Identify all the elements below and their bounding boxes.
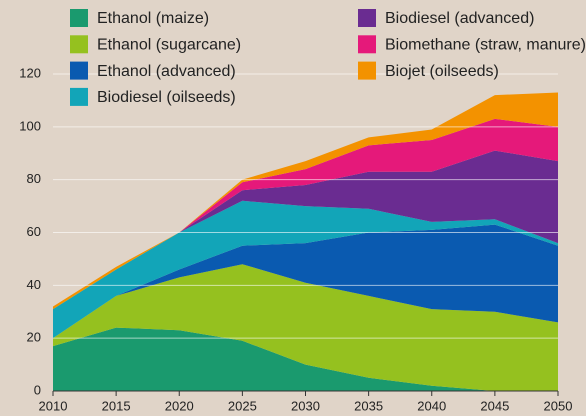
x-tick-label: 2030 [291, 398, 320, 413]
legend-swatch [70, 87, 88, 106]
x-tick-label: 2040 [417, 398, 446, 413]
y-tick-label: 40 [27, 277, 41, 292]
legend-swatch [70, 35, 88, 54]
legend-swatch [70, 61, 88, 80]
legend-swatch [70, 9, 88, 27]
legend-label: Ethanol (advanced) [97, 63, 236, 80]
x-tick-label: 2010 [39, 398, 68, 413]
legend-swatch [358, 61, 376, 80]
legend-swatch [358, 35, 376, 54]
legend-label: Biojet (oilseeds) [385, 63, 499, 80]
x-tick-label: 2035 [354, 398, 383, 413]
y-tick-label: 0 [34, 382, 41, 397]
legend-label: Biomethane (straw, manure) [385, 37, 586, 54]
legend-label: Biodiesel (oilseeds) [97, 89, 236, 106]
y-tick-label: 120 [19, 65, 41, 80]
y-tick-label: 80 [27, 171, 41, 186]
x-tick-label: 2050 [544, 398, 573, 413]
area [53, 118, 558, 310]
x-tick-label: 2020 [165, 398, 194, 413]
y-tick-label: 60 [27, 224, 41, 239]
area [53, 150, 558, 310]
legend-label: Biodiesel (advanced) [385, 10, 534, 27]
y-tick-label: 20 [27, 330, 41, 345]
x-tick-label: 2015 [102, 398, 131, 413]
area [53, 327, 558, 391]
y-tick-label: 100 [19, 118, 41, 133]
area [53, 200, 558, 339]
legend-swatch [358, 9, 376, 27]
x-tick-label: 2025 [228, 398, 257, 413]
legend-label: Ethanol (sugarcane) [97, 37, 241, 54]
area [53, 264, 558, 391]
area [53, 224, 558, 339]
area [53, 92, 558, 310]
legend-label: Ethanol (maize) [97, 10, 209, 27]
x-tick-label: 2045 [480, 398, 509, 413]
